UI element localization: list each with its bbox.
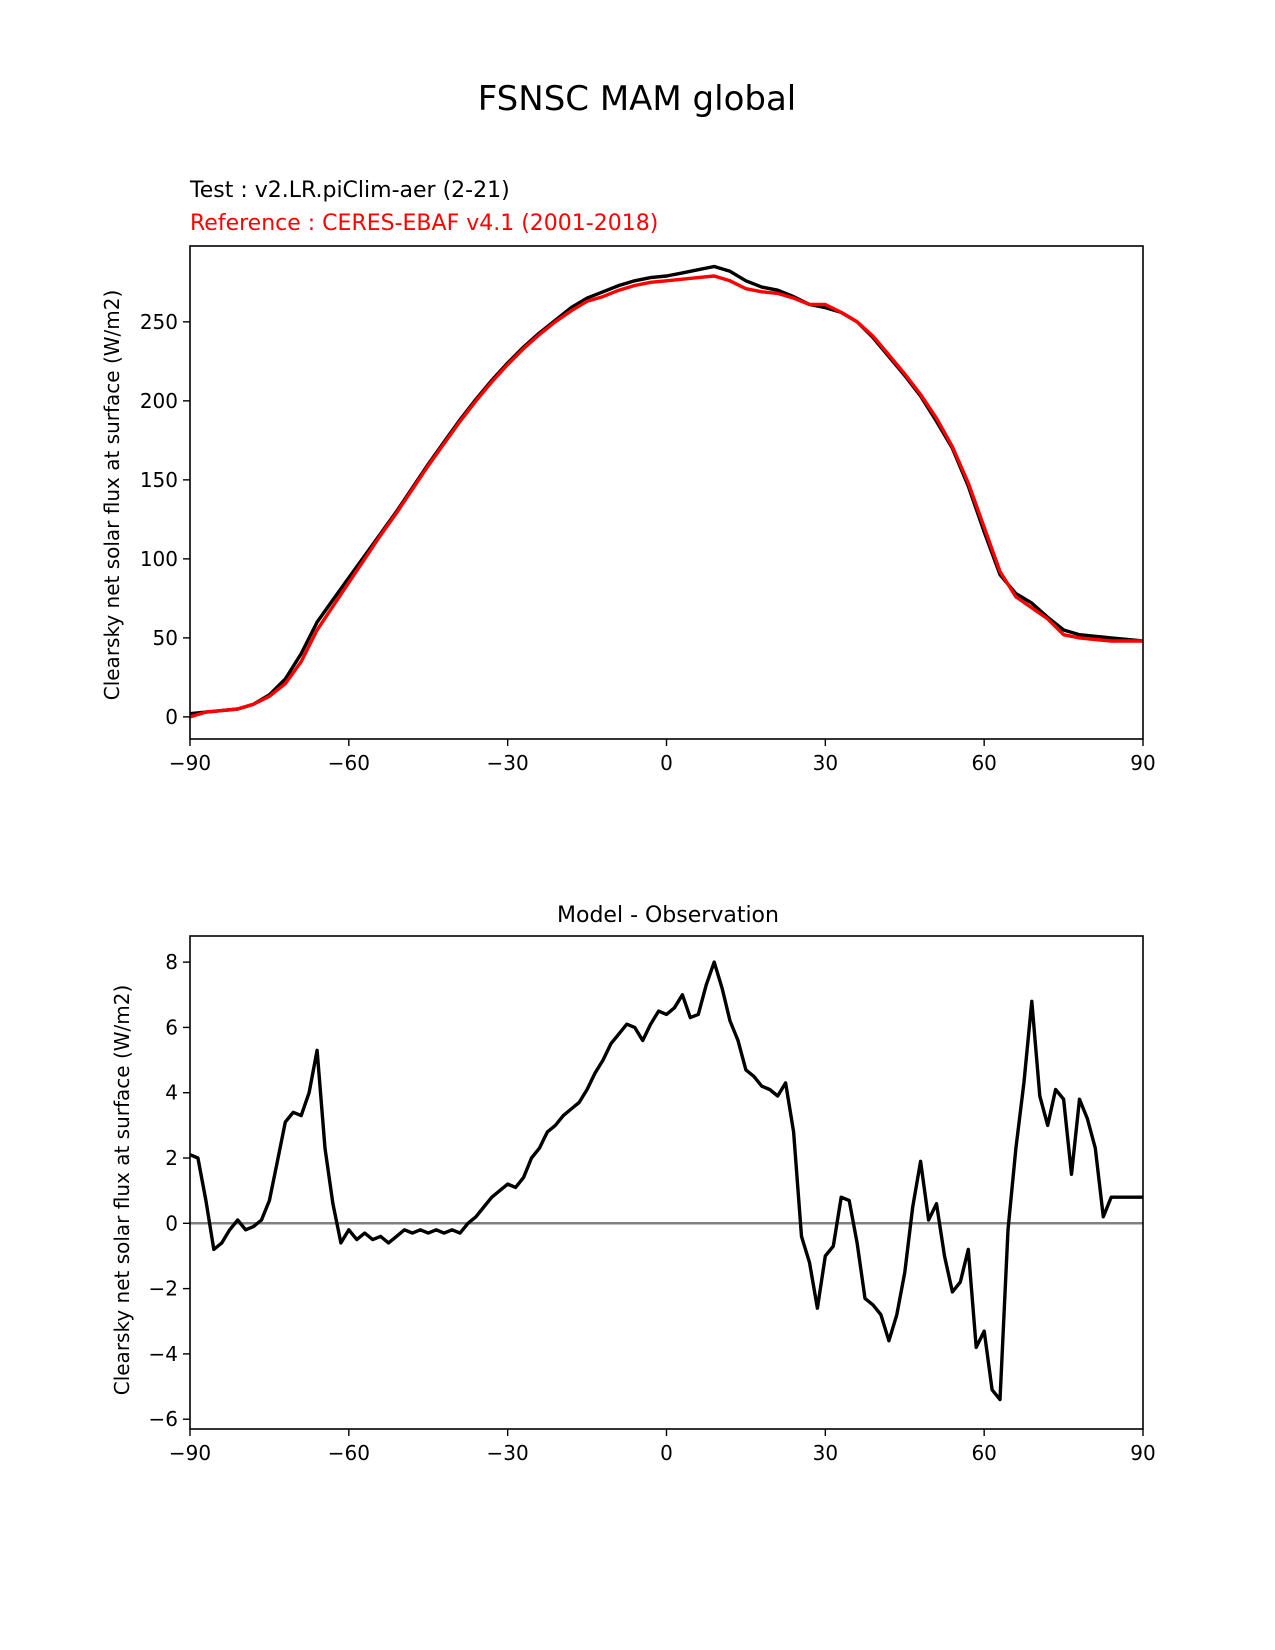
top-xtick-label: −60	[328, 751, 370, 775]
top-xtick-label: 30	[813, 751, 838, 775]
top-xtick-label: −30	[487, 751, 529, 775]
top-xtick-label: −90	[169, 751, 211, 775]
bottom-xtick-label: 30	[813, 1441, 838, 1465]
test-label: Test : v2.LR.piClim-aer (2-21)	[189, 178, 510, 203]
top-ytick-label: 150	[140, 468, 178, 492]
figure-suptitle: FSNSC MAM global	[478, 79, 797, 119]
bottom-panel: Model - Observation Clearsky net solar f…	[110, 903, 1156, 1465]
top-ytick-label: 0	[165, 705, 178, 729]
bottom-xtick-label: 60	[971, 1441, 996, 1465]
top-ytick-label: 200	[140, 389, 178, 413]
bottom-xtick-label: −30	[487, 1441, 529, 1465]
bottom-ytick-label: −2	[149, 1277, 178, 1301]
bottom-title: Model - Observation	[557, 903, 779, 928]
bottom-ytick-label: 4	[165, 1081, 178, 1105]
bottom-ylabel: Clearsky net solar flux at surface (W/m2…	[110, 985, 134, 1396]
bottom-xtick-label: −90	[169, 1441, 211, 1465]
bottom-ytick-label: 8	[165, 950, 178, 974]
bottom-plot-area: −90 −60 −30 0 30 60 90 −6 −4 −2 0 2 4 6 8	[149, 935, 1156, 1465]
bottom-xtick-label: −60	[328, 1441, 370, 1465]
bottom-ytick-label: 6	[165, 1015, 178, 1039]
top-ytick-label: 50	[153, 626, 178, 650]
top-xtick-label: 90	[1130, 751, 1155, 775]
bottom-xtick-label: 0	[660, 1441, 673, 1465]
bottom-difference-line	[189, 960, 1143, 1402]
bottom-xtick-label: 90	[1130, 1441, 1155, 1465]
top-reference-line	[189, 274, 1143, 719]
bottom-ytick-label: 2	[165, 1146, 178, 1170]
top-xtick-label: 60	[971, 751, 996, 775]
top-xtick-label: 0	[660, 751, 673, 775]
top-plot-area: −90 −60 −30 0 30 60 90 0 50 100 150 200 250	[140, 245, 1156, 775]
bottom-ytick-label: −6	[149, 1407, 178, 1431]
bottom-ytick-label: −4	[149, 1342, 178, 1366]
reference-label: Reference : CERES-EBAF v4.1 (2001-2018)	[190, 211, 658, 236]
bottom-ytick-label: 0	[165, 1211, 178, 1235]
top-ytick-label: 250	[140, 310, 178, 334]
top-ytick-label: 100	[140, 547, 178, 571]
top-ylabel: Clearsky net solar flux at surface (W/m2…	[100, 290, 124, 701]
top-panel: Test : v2.LR.piClim-aer (2-21) Reference…	[100, 178, 1156, 775]
